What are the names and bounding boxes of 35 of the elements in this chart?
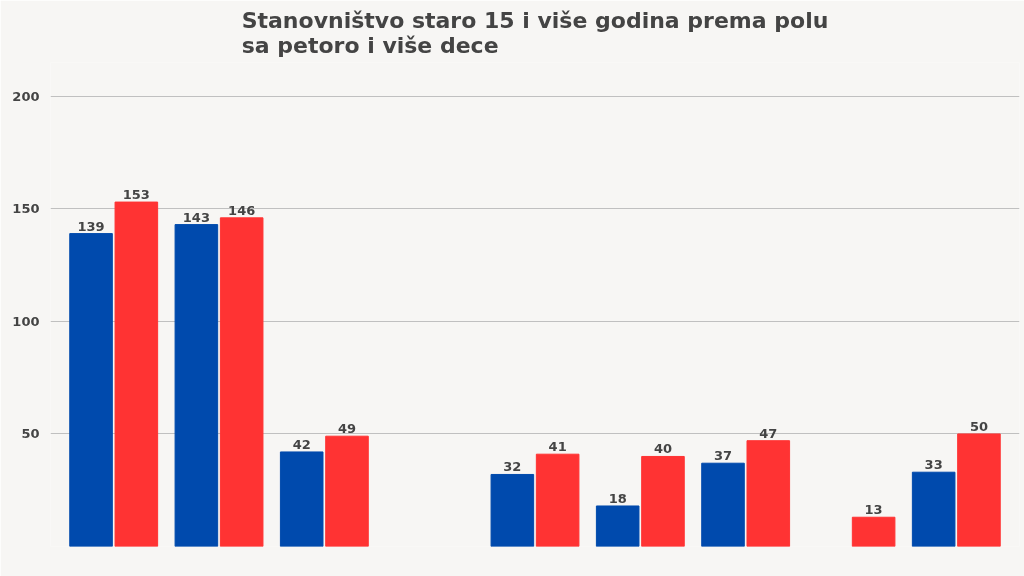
chart-title: Stanovništvo staro 15 i više godina prema polu sa petoro i više dece bbox=[241, 7, 829, 58]
bar bbox=[69, 233, 113, 547]
bar bbox=[851, 516, 896, 547]
data-label: 49 bbox=[337, 421, 357, 437]
bar bbox=[641, 455, 685, 547]
bar bbox=[114, 201, 159, 547]
bar bbox=[957, 433, 1001, 547]
data-label: 37 bbox=[713, 448, 733, 464]
bar bbox=[701, 462, 745, 547]
bar bbox=[174, 224, 219, 547]
data-label: 50 bbox=[969, 418, 988, 434]
data-label: 47 bbox=[759, 425, 778, 441]
bar bbox=[595, 505, 640, 547]
bar bbox=[490, 473, 535, 547]
data-label: 18 bbox=[608, 490, 627, 506]
y-tick-label: 200 bbox=[12, 88, 40, 104]
data-label: 40 bbox=[653, 441, 673, 457]
data-label: 143 bbox=[182, 209, 210, 225]
bar bbox=[911, 471, 956, 547]
data-label: 146 bbox=[228, 202, 256, 218]
bar bbox=[219, 217, 264, 547]
data-label: 41 bbox=[548, 439, 567, 455]
data-label: 139 bbox=[77, 218, 105, 234]
y-tick-label: 100 bbox=[12, 313, 40, 329]
data-label: 42 bbox=[292, 436, 311, 452]
bar bbox=[535, 453, 580, 547]
y-tick-label: 50 bbox=[21, 426, 40, 442]
data-label: 32 bbox=[503, 459, 522, 475]
data-label: 13 bbox=[864, 502, 883, 518]
bar bbox=[279, 451, 324, 547]
bar bbox=[746, 440, 791, 547]
data-label: 153 bbox=[122, 187, 150, 203]
data-label: 33 bbox=[924, 457, 943, 473]
bar bbox=[325, 435, 369, 547]
y-tick-label: 150 bbox=[12, 201, 40, 217]
